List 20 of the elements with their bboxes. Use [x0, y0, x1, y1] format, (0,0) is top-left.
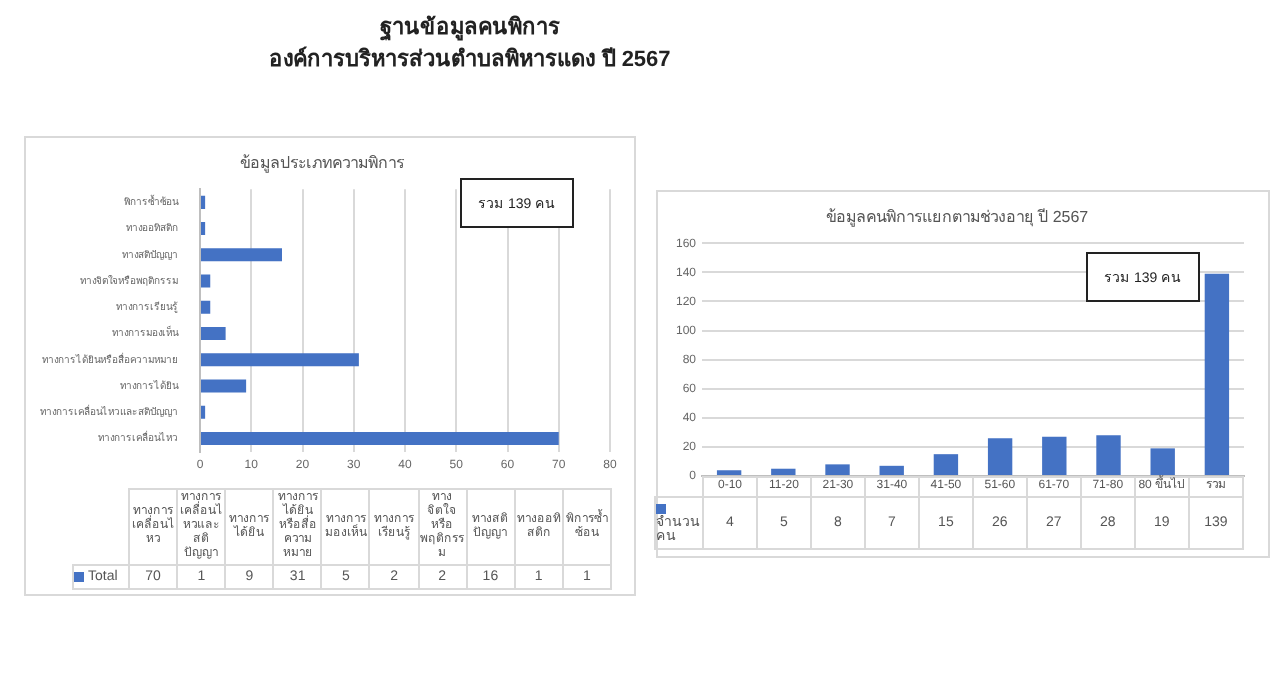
bar: [201, 300, 211, 314]
bar: [201, 431, 559, 446]
bar: [933, 454, 959, 475]
bar: [825, 464, 850, 475]
bar: [201, 326, 226, 341]
bar: [201, 274, 211, 288]
bar: [1042, 436, 1067, 475]
chart-title: ข้อมูลประเภทความพิการ: [240, 154, 406, 175]
bar: [879, 465, 904, 475]
bar: [1096, 435, 1121, 475]
bar: [201, 353, 359, 367]
chart-title: ข้อมูลคนพิการแยกตามช่วงอายุ ปี 2567: [825, 208, 1090, 229]
bar: [1150, 448, 1175, 475]
bar: [987, 438, 1013, 475]
bar: [201, 248, 282, 262]
bar: [771, 468, 796, 475]
text: องค์การบริหารส่วนตำบลพิหารแดง ปี 2567: [267, 44, 673, 76]
text: ฐานข้อมูลคนพิการ: [378, 13, 562, 44]
bar: [201, 379, 247, 393]
bar: [1204, 273, 1230, 475]
